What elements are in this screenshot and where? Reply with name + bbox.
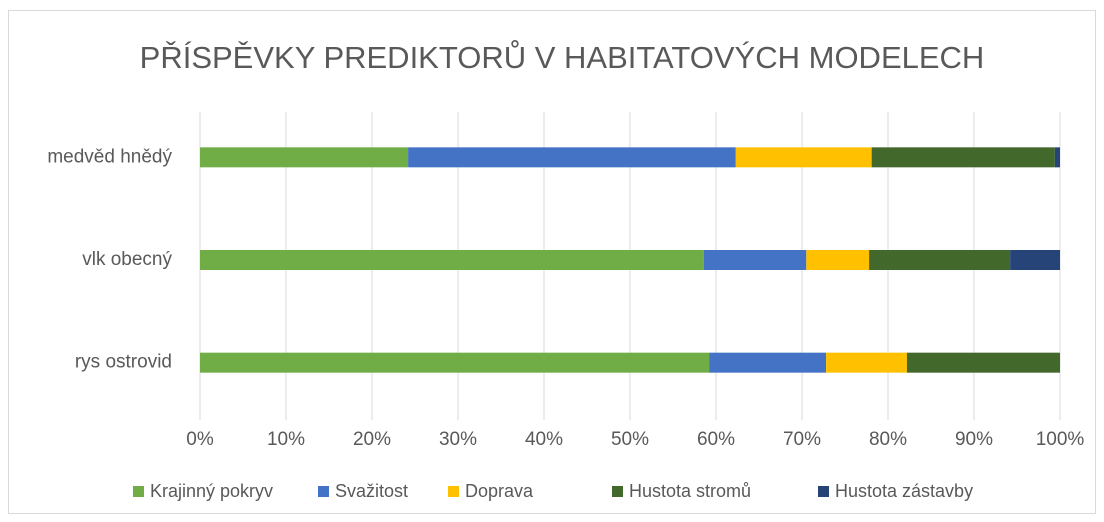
y-tick-label: vlk obecný (82, 249, 172, 270)
bar-segment (871, 147, 1055, 168)
legend-swatch (818, 486, 829, 497)
bar-segment (1010, 250, 1060, 270)
bar-segment (200, 147, 409, 168)
x-tick-label: 100% (1036, 429, 1085, 450)
y-tick-label: rys ostrovid (75, 352, 172, 373)
x-tick-label: 50% (611, 429, 649, 450)
x-tick-label: 90% (955, 429, 993, 450)
bar-segment (703, 250, 807, 270)
legend-swatch (612, 486, 623, 497)
x-tick-label: 0% (186, 429, 214, 450)
x-tick-label: 70% (783, 429, 821, 450)
x-tick-label: 60% (697, 429, 735, 450)
x-tick-label: 30% (439, 429, 477, 450)
legend-swatch (318, 486, 329, 497)
legend-label: Krajinný pokryv (150, 481, 273, 501)
legend-label: Hustota stromů (629, 481, 751, 501)
bar-segment (408, 147, 736, 168)
chart-title: PŘÍSPĚVKY PREDIKTORŮ V HABITATOVÝCH MODE… (140, 39, 985, 75)
bar-segment (200, 250, 704, 270)
x-tick-label: 10% (267, 429, 305, 450)
bar-segment (1054, 147, 1060, 168)
bar-segment (200, 352, 710, 373)
bar-segment (869, 250, 1011, 270)
bar-segment (709, 352, 827, 373)
legend-swatch (133, 486, 144, 497)
legend-label: Svažitost (335, 481, 408, 501)
legend-label: Doprava (465, 481, 534, 501)
x-tick-label: 40% (525, 429, 563, 450)
bar-segment (906, 352, 1060, 373)
bar-segment (735, 147, 872, 168)
x-tick-label: 80% (869, 429, 907, 450)
y-tick-label: medvěd hnědý (47, 146, 172, 167)
x-tick-label: 20% (353, 429, 391, 450)
legend-swatch (448, 486, 459, 497)
bar-segment (806, 250, 870, 270)
bar-segment (826, 352, 907, 373)
legend-label: Hustota zástavby (835, 481, 973, 501)
